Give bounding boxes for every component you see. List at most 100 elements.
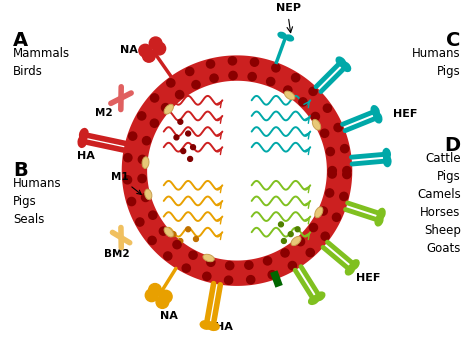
Ellipse shape [376,208,386,220]
Circle shape [266,78,275,86]
Circle shape [343,170,351,179]
Circle shape [340,192,348,201]
Circle shape [128,132,137,140]
Text: B: B [13,161,28,180]
Ellipse shape [314,292,326,301]
Ellipse shape [203,254,214,262]
Ellipse shape [340,61,351,72]
Bar [270,270,283,288]
Circle shape [341,144,349,153]
Circle shape [175,91,184,99]
Circle shape [306,248,314,257]
Circle shape [320,129,329,138]
Text: C: C [447,31,461,50]
Circle shape [141,193,150,202]
Ellipse shape [285,34,294,42]
Circle shape [268,271,276,279]
Ellipse shape [315,207,323,218]
Circle shape [279,222,283,227]
Circle shape [328,167,337,175]
Circle shape [139,44,152,57]
Ellipse shape [349,259,360,270]
Circle shape [143,137,151,145]
Circle shape [192,81,200,89]
Text: M1: M1 [111,173,141,194]
Circle shape [143,49,155,62]
Circle shape [311,113,319,121]
Circle shape [149,211,157,219]
Text: NA: NA [160,311,177,321]
Circle shape [284,86,292,94]
Circle shape [250,58,259,66]
Circle shape [225,276,233,284]
Circle shape [203,272,211,281]
Circle shape [138,155,146,164]
Circle shape [310,223,318,232]
Ellipse shape [382,148,391,161]
Circle shape [328,170,336,178]
Circle shape [334,123,342,132]
Circle shape [189,251,197,259]
Circle shape [332,213,341,221]
Circle shape [326,147,335,156]
Circle shape [323,104,331,112]
Circle shape [173,240,181,249]
Circle shape [124,154,132,162]
Text: HEF: HEF [393,109,418,119]
Text: NA: NA [119,45,137,55]
Circle shape [145,289,158,301]
Circle shape [226,261,234,270]
Circle shape [288,232,293,237]
Ellipse shape [374,214,383,227]
Text: Humans
Pigs: Humans Pigs [412,47,461,78]
Circle shape [228,57,237,65]
Circle shape [167,79,175,87]
Circle shape [153,42,165,55]
Text: Humans
Pigs
Seals: Humans Pigs Seals [13,177,62,225]
Circle shape [210,74,218,82]
Circle shape [207,60,215,68]
Circle shape [128,198,136,206]
Ellipse shape [284,91,295,100]
Circle shape [245,261,253,269]
Circle shape [149,37,162,50]
Circle shape [295,227,300,232]
Circle shape [178,119,183,124]
Text: HEF: HEF [356,273,381,283]
Circle shape [159,290,172,303]
Circle shape [188,156,192,161]
Circle shape [207,258,215,267]
Circle shape [248,72,256,81]
Circle shape [292,74,300,82]
Ellipse shape [336,56,346,67]
Circle shape [150,94,159,102]
Circle shape [148,236,156,245]
Ellipse shape [308,295,319,305]
Circle shape [138,175,146,183]
Ellipse shape [79,128,89,141]
Ellipse shape [291,236,301,246]
Text: D: D [445,137,461,155]
Circle shape [282,238,286,244]
Ellipse shape [77,134,87,148]
Circle shape [182,264,191,272]
Circle shape [178,238,183,244]
Text: NEP: NEP [276,3,301,13]
Circle shape [272,64,280,72]
Text: HA: HA [77,151,95,161]
Text: A: A [13,31,28,50]
Circle shape [299,98,307,106]
Circle shape [137,112,146,120]
Ellipse shape [145,189,152,200]
Circle shape [149,284,161,296]
Text: Cattle
Pigs
Camels
Horses
Sheep
Goats: Cattle Pigs Camels Horses Sheep Goats [417,152,461,255]
Ellipse shape [371,105,380,117]
Text: BM2: BM2 [104,249,129,259]
Circle shape [181,149,186,154]
Ellipse shape [206,321,220,331]
Text: M2: M2 [95,108,113,118]
Circle shape [164,252,172,260]
Circle shape [281,249,289,257]
Circle shape [264,257,272,265]
Ellipse shape [142,157,149,168]
